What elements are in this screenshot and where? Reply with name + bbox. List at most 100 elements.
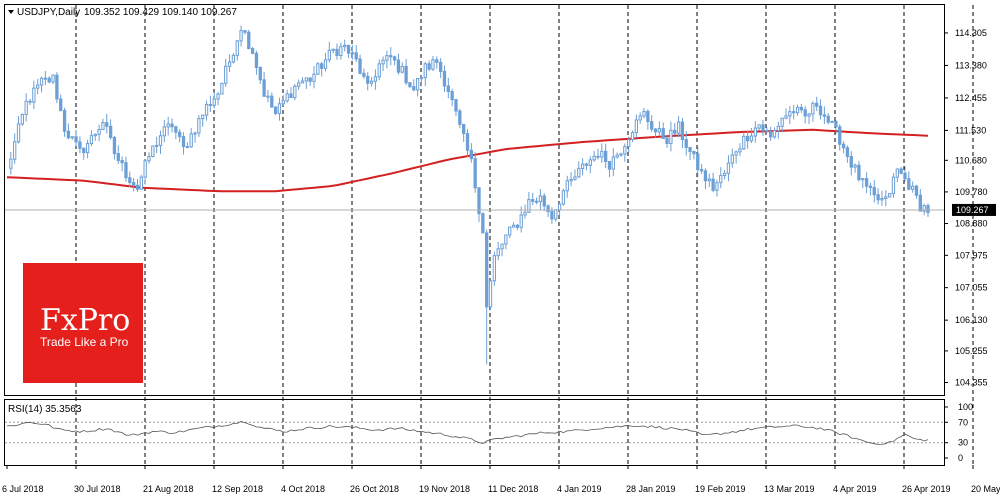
candle-body [362, 72, 366, 77]
candle-body [577, 167, 581, 178]
candle-body [170, 123, 174, 128]
candle-body [270, 95, 274, 108]
date-tick-label: 21 Aug 2018 [143, 484, 194, 494]
candle-body [462, 123, 466, 135]
candle-body [504, 234, 508, 245]
candle-body [845, 147, 850, 157]
rsi-tick-label: 70 [958, 417, 968, 427]
candle-body [143, 160, 147, 178]
candle-body [546, 205, 550, 212]
candle-body [673, 129, 677, 134]
candle-body [366, 75, 370, 84]
price-tick-label: 109.780 [955, 187, 988, 197]
candle-body [258, 66, 262, 81]
price-tick-label: 112.455 [955, 93, 987, 103]
candle-body [120, 159, 124, 164]
candle-body [216, 93, 220, 100]
candle-body [627, 139, 631, 148]
price-tick-label: 104.355 [955, 378, 988, 388]
candle-body [396, 59, 401, 73]
candle-body [550, 210, 554, 220]
candle-body [738, 148, 742, 153]
candle-body [815, 102, 819, 107]
candle-body [36, 84, 40, 89]
candle-body [565, 180, 569, 192]
candle-body [899, 168, 903, 174]
candle-body [281, 100, 285, 105]
price-tick-label: 114.305 [955, 28, 987, 38]
candle-body [300, 80, 305, 84]
candle-body [630, 132, 635, 141]
rsi-line [6, 420, 929, 445]
candle-body [838, 126, 842, 145]
candle-body [538, 195, 543, 203]
candle-body [711, 178, 715, 191]
candle-body [922, 205, 926, 212]
dropdown-triangle-icon[interactable] [8, 10, 14, 14]
date-tick-label: 4 Apr 2019 [833, 484, 877, 494]
candle-body [89, 135, 94, 145]
candle-body [431, 59, 435, 70]
candle-body [224, 65, 228, 84]
candle-body [638, 115, 642, 121]
candle-body [147, 155, 151, 162]
candle-body [208, 103, 213, 106]
price-tick-label: 111.530 [955, 125, 986, 135]
candle-body [722, 172, 727, 177]
candle-body [742, 135, 746, 150]
candle-body [910, 185, 915, 190]
date-tick-label: 26 Oct 2018 [350, 484, 399, 494]
candle-body [884, 196, 888, 200]
candle-body [880, 198, 884, 201]
candle-body [369, 80, 374, 84]
fxpro-logo: FxPro Trade Like a Pro [23, 263, 143, 383]
candle-body [346, 44, 351, 54]
candle-body [508, 226, 512, 236]
candle-body [485, 232, 489, 308]
candle-body [408, 82, 412, 88]
candle-body [527, 199, 531, 213]
candle-body [834, 120, 838, 128]
candle-body [707, 178, 711, 182]
candle-body [481, 213, 485, 234]
candle-body [227, 61, 232, 67]
candle-body [458, 110, 462, 125]
candle-body [784, 115, 788, 119]
candle-body [907, 178, 911, 190]
chart-header: USDJPY,Daily 109.352 109.429 109.140 109… [8, 7, 237, 18]
candle-body [914, 185, 919, 196]
candle-body [158, 135, 163, 146]
candle-body [772, 130, 777, 138]
candle-body [412, 86, 416, 91]
candle-body [204, 103, 209, 116]
ohlc-readout: 109.352 109.429 109.140 109.267 [84, 7, 237, 18]
candle-body [826, 115, 830, 123]
candle-body [857, 164, 861, 181]
candle-body [730, 154, 734, 164]
candle-body [389, 55, 393, 58]
candle-body [611, 156, 615, 170]
candle-body [385, 55, 389, 61]
candle-body [761, 124, 765, 132]
candle-body [650, 121, 654, 130]
candle-body [70, 136, 74, 139]
candle-body [438, 61, 443, 72]
candle-body [312, 73, 316, 82]
candle-body [289, 93, 293, 99]
candle-body [435, 59, 439, 63]
candle-body [669, 129, 673, 144]
candle-body [619, 153, 623, 156]
candle-body [653, 128, 658, 133]
candle-body [646, 110, 650, 123]
candle-body [642, 110, 646, 117]
candle-body [39, 77, 44, 86]
candle-body [469, 149, 473, 160]
candle-body [580, 163, 585, 169]
date-tick-label: 4 Jan 2019 [557, 484, 602, 494]
candle-body [78, 141, 82, 149]
candle-body [135, 184, 140, 190]
candle-body [24, 100, 28, 116]
candle-body [400, 65, 404, 73]
date-tick-label: 20 May 2019 [971, 484, 1000, 494]
